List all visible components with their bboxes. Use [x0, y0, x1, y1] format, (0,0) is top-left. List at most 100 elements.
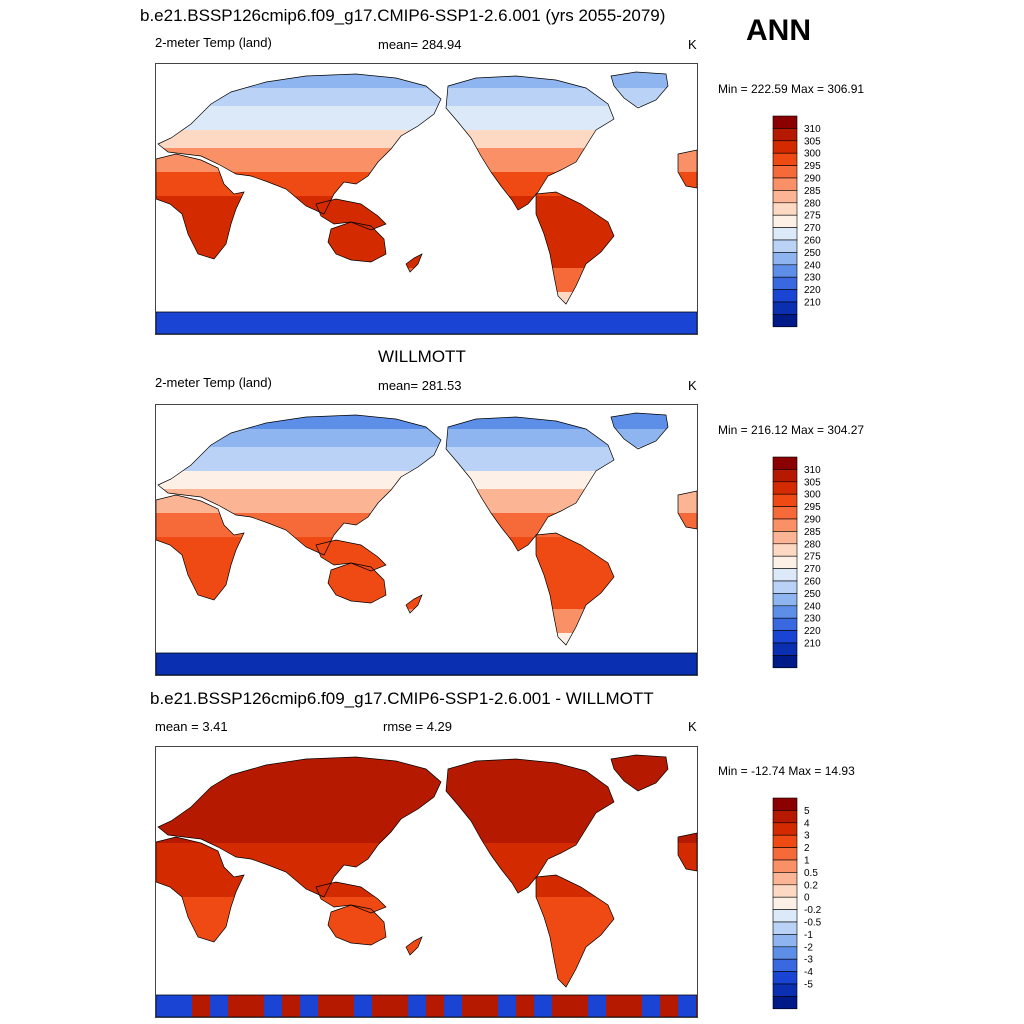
field-cell: [264, 435, 282, 441]
field-cell: [354, 94, 372, 100]
field-cell: [390, 783, 408, 789]
field-cell: [642, 459, 660, 465]
field-cell: [372, 579, 390, 585]
field-cell: [552, 867, 570, 873]
field-cell: [174, 94, 192, 100]
field-cell: [606, 831, 624, 837]
field-cell: [642, 873, 660, 879]
field-cell: [156, 531, 174, 537]
field-cell: [300, 783, 318, 789]
field-cell: [696, 495, 697, 501]
field-cell: [408, 843, 426, 849]
field-cell: [624, 130, 642, 136]
field-cell: [696, 64, 697, 70]
field-cell: [660, 657, 678, 663]
field-cell: [174, 597, 192, 603]
field-cell: [570, 100, 588, 106]
field-cell: [444, 328, 462, 334]
field-cell: [696, 328, 697, 334]
field-cell: [192, 453, 210, 459]
field-cell: [480, 471, 498, 477]
field-cell: [246, 993, 264, 999]
field-cell: [156, 328, 174, 334]
field-cell: [660, 304, 678, 310]
field-cell: [642, 897, 660, 903]
field-cell: [174, 453, 192, 459]
field-cell: [192, 94, 210, 100]
field-cell: [156, 903, 174, 909]
field-cell: [624, 639, 642, 645]
field-cell: [534, 130, 552, 136]
field-cell: [174, 969, 192, 975]
field-cell: [624, 945, 642, 951]
field-cell: [516, 525, 534, 531]
field-cell: [570, 861, 588, 867]
field-cell: [228, 166, 246, 172]
field-cell: [642, 220, 660, 226]
field-cell: [660, 963, 678, 969]
field-cell: [588, 807, 606, 813]
field-cell: [354, 477, 372, 483]
field-cell: [462, 663, 480, 669]
field-cell: [246, 304, 264, 310]
field-cell: [264, 274, 282, 280]
field-cell: [606, 304, 624, 310]
field-cell: [516, 897, 534, 903]
field-cell: [570, 873, 588, 879]
field-cell: [426, 885, 444, 891]
field-cell: [498, 459, 516, 465]
field-cell: [660, 549, 678, 555]
field-cell: [228, 849, 246, 855]
field-cell: [552, 567, 570, 573]
field-cell: [336, 969, 354, 975]
field-cell: [498, 130, 516, 136]
field-cell: [516, 100, 534, 106]
field-cell: [354, 64, 372, 70]
field-cell: [606, 477, 624, 483]
field-cell: [246, 72, 264, 76]
field-cell: [156, 286, 174, 292]
field-cell: [678, 615, 696, 621]
field-cell: [606, 873, 624, 879]
field-cell: [552, 292, 570, 298]
field-cell: [408, 849, 426, 855]
field-cell: [264, 567, 282, 573]
field-cell: [444, 64, 462, 70]
field-cell: [426, 933, 444, 939]
field-cell: [264, 555, 282, 561]
field-cell: [426, 142, 444, 148]
field-cell: [354, 531, 372, 537]
field-cell: [606, 969, 624, 975]
field-cell: [192, 963, 210, 969]
field-cell: [264, 196, 282, 202]
field-cell: [354, 274, 372, 280]
field-cell: [246, 885, 264, 891]
field-cell: [570, 993, 588, 999]
field-cell: [570, 801, 588, 807]
field-cell: [408, 957, 426, 963]
field-cell: [552, 208, 570, 214]
field-cell: [210, 1011, 228, 1017]
field-cell: [210, 453, 228, 459]
field-cell: [210, 244, 228, 250]
field-cell: [300, 585, 318, 591]
field-cell: [192, 915, 210, 921]
field-cell: [228, 831, 246, 837]
field-cell: [444, 471, 462, 477]
field-cell: [624, 549, 642, 555]
field-cell: [318, 495, 336, 501]
field-cell: [552, 166, 570, 172]
field-cell: [300, 1005, 318, 1011]
field-cell: [228, 274, 246, 280]
field-cell: [552, 453, 570, 459]
field-cell: [606, 280, 624, 286]
field-cell: [642, 801, 660, 807]
field-cell: [516, 933, 534, 939]
field-cell: [264, 166, 282, 172]
field-cell: [390, 897, 408, 903]
field-cell: [174, 423, 192, 429]
field-cell: [318, 657, 336, 663]
field-cell: [606, 459, 624, 465]
field-cell: [264, 88, 282, 94]
field-cell: [660, 915, 678, 921]
